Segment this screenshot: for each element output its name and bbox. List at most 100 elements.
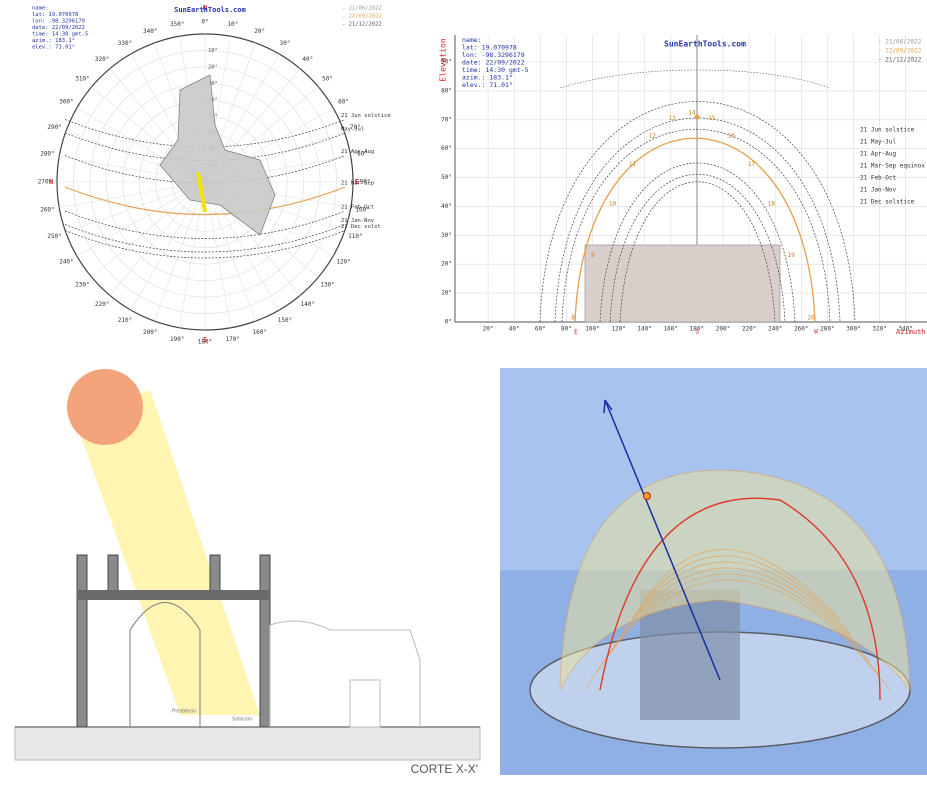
curve-label: 21 Feb-Oct: [860, 175, 897, 182]
sun-path: [64, 224, 346, 253]
azimuth-ray: [154, 181, 206, 322]
dome-grid: [644, 549, 841, 621]
azimuth-label: 140°: [301, 301, 315, 308]
cardinal: W: [814, 329, 818, 336]
sun-position: [643, 492, 651, 500]
x-label: 200°: [716, 326, 730, 333]
sun-path: [619, 181, 776, 323]
wall: [107, 554, 119, 596]
info-line: time: 14:30 gmt-5: [462, 66, 529, 74]
cartesian-sun-path: 0° 10° 20° 30° 40° 50° 60° 70° 80° 90° 20° 40° 60° 80…: [439, 35, 927, 336]
x-label: 80°: [561, 326, 572, 333]
elevation-label: 10°: [208, 48, 218, 54]
azimuth-label: 210°: [118, 317, 132, 324]
note: Sotocoro: [232, 716, 252, 722]
azimuth-label: 60°: [338, 99, 349, 106]
azimuth-label: 180°: [198, 339, 212, 346]
azimuth-label: 170°: [226, 336, 240, 343]
section-drawing: Presbiterio Sotocoro CORTE X-X': [14, 369, 481, 776]
sun-path: [64, 155, 346, 184]
sun-ray: [196, 171, 207, 213]
azimuth-label: 190°: [170, 336, 184, 343]
info-line: azim.: 183.1°: [32, 38, 75, 44]
hour-label: 14: [688, 110, 696, 117]
site-title: SunEarthTools.com: [664, 40, 746, 49]
curve-label: 21 Mar-Sep equinox: [860, 163, 925, 170]
building-plan: [159, 74, 276, 236]
sun-path: [539, 101, 856, 323]
elevation-label: 20°: [208, 64, 218, 70]
azimuth-label: 90°: [360, 179, 371, 186]
cardinal: N: [203, 4, 207, 12]
info-line: lon: -98.3296179: [32, 19, 85, 25]
ground: [14, 726, 481, 761]
info-line: date: 22/09/2022: [462, 59, 525, 67]
note: Presbiterio: [172, 708, 196, 714]
hour-label: 10: [609, 201, 617, 208]
azimuth-ray: [179, 181, 206, 328]
azimuth-label: 330°: [118, 40, 132, 47]
polar-sun-path: 0° 10° 20° 30° 40° 50° 60° 70° 80° 90° 100° 110° 120…: [32, 4, 391, 346]
azimuth-ray: [76, 181, 206, 257]
sun-track: [599, 497, 881, 701]
sun-path: [64, 132, 346, 161]
azimuth-label: 260°: [40, 206, 54, 213]
curve-label: 21 Jun solstice: [860, 127, 915, 134]
azimuth-label: 220°: [95, 301, 109, 308]
hour-label: 17: [748, 161, 756, 168]
curve-label: 21 Jan-Nov: [341, 218, 375, 224]
legend-entry: - 21/12/2022: [878, 57, 922, 64]
azimuth-ray: [109, 181, 206, 296]
hour-label: 8: [571, 315, 575, 322]
y-label: 0°: [445, 319, 452, 326]
x-label: 20°: [483, 326, 494, 333]
curve-label: 21 Feb-Oct: [341, 205, 374, 211]
sun: [67, 369, 143, 445]
azimuth-label: 40°: [302, 56, 313, 63]
y-label: 20°: [441, 261, 452, 268]
info-line: name:: [462, 36, 482, 44]
azimuth-label: 320°: [95, 56, 109, 63]
curve-label: 21 Jun solstice: [341, 113, 391, 119]
info-line: time: 14:30 gmt-5: [32, 32, 88, 38]
sun-path: [64, 210, 346, 239]
azimuth-label: 10°: [227, 21, 238, 28]
cardinal: E: [355, 178, 359, 186]
wall: [259, 554, 271, 728]
ruin-outline: [269, 620, 421, 727]
sun-path: [64, 230, 346, 259]
sun-path: [561, 128, 831, 323]
azimuth-ray: [204, 181, 231, 328]
azimuth-label: 30°: [280, 40, 291, 47]
dome-grid: [608, 567, 871, 663]
x-label: 160°: [664, 326, 678, 333]
elevation-label: 40°: [208, 97, 218, 103]
y-label: 90°: [441, 59, 452, 66]
analemma: [559, 69, 831, 89]
info-line: elev.: 71.01°: [462, 81, 513, 89]
info-line: lon: -98.3296179: [462, 51, 525, 59]
equinox-path: [574, 137, 816, 323]
elevation-label: 30°: [208, 81, 218, 87]
azimuth-label: 340°: [143, 28, 157, 35]
legend-entry: - 22/09/2022: [342, 14, 382, 20]
dome-grid: [596, 573, 881, 677]
x-label: 340°: [898, 326, 912, 333]
azimuth-label: 350°: [170, 21, 184, 28]
y-label: 50°: [441, 174, 452, 181]
azimuth-label: 280°: [40, 151, 54, 158]
curve-label: May-Jul: [341, 127, 364, 133]
curve-label: 21 May-Jul: [860, 139, 897, 146]
y-axis-title: Elevation: [439, 38, 448, 82]
sun-vector: [604, 399, 721, 681]
sun-beam: [75, 390, 260, 715]
x-label: 120°: [611, 326, 625, 333]
arch: [129, 602, 201, 727]
sun-dome-3d: [500, 368, 927, 775]
info-line: lat: 19.070978: [462, 44, 517, 52]
hour-label: 18: [768, 201, 776, 208]
legend-entry: - 22/09/2022: [878, 48, 922, 55]
azimuth-label: 50°: [322, 76, 333, 83]
